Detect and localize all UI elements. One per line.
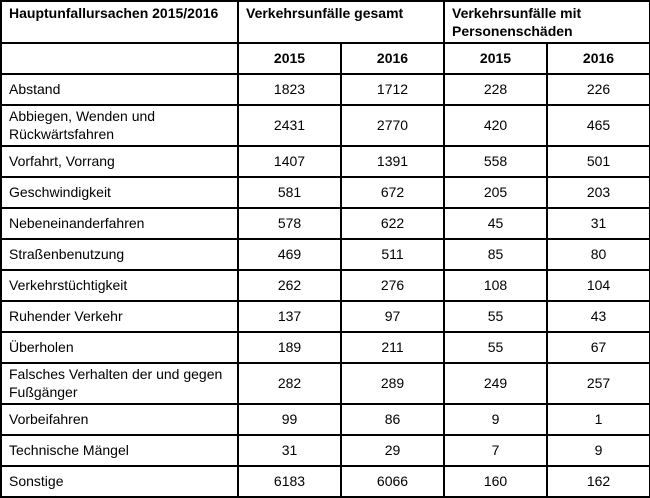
year-header-total-2016: 2016 [340,42,445,75]
cell-value: 581 [237,176,342,209]
cell-value: 67 [546,331,650,364]
cell-value: 578 [237,207,342,240]
cell-value: 511 [340,238,445,271]
cell-value: 6183 [237,465,342,498]
cell-value: 257 [546,362,650,405]
row-label: Straßenbenutzung [0,238,239,271]
cell-value: 137 [237,300,342,333]
cell-value: 420 [443,104,548,147]
cell-value: 55 [443,300,548,333]
cell-value: 558 [443,145,548,178]
cell-value: 160 [443,465,548,498]
cell-value: 469 [237,238,342,271]
row-label: Überholen [0,331,239,364]
cell-value: 1823 [237,73,342,106]
cell-value: 205 [443,176,548,209]
cell-value: 2431 [237,104,342,147]
table-body: Abstand 1823 1712 228 226 Abbiegen, Wenden un… [0,73,650,498]
cell-value: 211 [340,331,445,364]
row-label: Technische Mängel [0,434,239,467]
cell-value: 228 [443,73,548,106]
cell-value: 262 [237,269,342,302]
row-label: Vorbeifahren [0,403,239,436]
group-header-total-accidents: Verkehrsunfälle gesamt [237,0,445,44]
cell-value: 1391 [340,145,445,178]
cell-value: 276 [340,269,445,302]
table-row: Sonstige 6183 6066 160 162 [0,465,650,498]
row-label: Vorfahrt, Vorrang [0,145,239,178]
table-row: Verkehrstüchtigkeit 262 276 108 104 [0,269,650,302]
cell-value: 9 [443,403,548,436]
cell-value: 108 [443,269,548,302]
cell-value: 104 [546,269,650,302]
table-row: Falsches Verhalten der und gegen Fußgäng… [0,362,650,405]
cell-value: 289 [340,362,445,405]
row-label: Sonstige [0,465,239,498]
cell-value: 45 [443,207,548,240]
table-row: Abbiegen, Wenden und Rückwärtsfahren 2431… [0,104,650,147]
cell-value: 1712 [340,73,445,106]
cell-value: 29 [340,434,445,467]
group-header-accidents-with-injuries: Verkehrsunfälle mit Personenschäden [443,0,650,44]
empty-header-cell [0,42,239,75]
corner-header: Hauptunfallursachen 2015/2016 [0,0,239,44]
row-label: Geschwindigkeit [0,176,239,209]
cell-value: 43 [546,300,650,333]
table-row: Straßenbenutzung 469 511 85 80 [0,238,650,271]
header-row-groups: Hauptunfallursachen 2015/2016 Verkehrsun… [0,0,650,44]
table-row: Ruhender Verkehr 137 97 55 43 [0,300,650,333]
cell-value: 97 [340,300,445,333]
year-header-injuries-2016: 2016 [546,42,650,75]
cell-value: 282 [237,362,342,405]
table-row: Vorbeifahren 99 86 9 1 [0,403,650,436]
cell-value: 9 [546,434,650,467]
cell-value: 55 [443,331,548,364]
row-label: Verkehrstüchtigkeit [0,269,239,302]
cell-value: 7 [443,434,548,467]
cell-value: 2770 [340,104,445,147]
row-label: Ruhender Verkehr [0,300,239,333]
cell-value: 86 [340,403,445,436]
table-row: Vorfahrt, Vorrang 1407 1391 558 501 [0,145,650,178]
row-label: Abstand [0,73,239,106]
cell-value: 80 [546,238,650,271]
cell-value: 162 [546,465,650,498]
cell-value: 31 [237,434,342,467]
cell-value: 501 [546,145,650,178]
cell-value: 465 [546,104,650,147]
table-row: Überholen 189 211 55 67 [0,331,650,364]
table-row: Geschwindigkeit 581 672 205 203 [0,176,650,209]
cell-value: 203 [546,176,650,209]
cell-value: 189 [237,331,342,364]
cell-value: 85 [443,238,548,271]
row-label: Falsches Verhalten der und gegen Fußgäng… [0,362,239,405]
year-header-injuries-2015: 2015 [443,42,548,75]
cell-value: 226 [546,73,650,106]
cell-value: 31 [546,207,650,240]
row-label: Abbiegen, Wenden und Rückwärtsfahren [0,104,239,147]
cell-value: 6066 [340,465,445,498]
table-row: Technische Mängel 31 29 7 9 [0,434,650,467]
table-row: Nebeneinanderfahren 578 622 45 31 [0,207,650,240]
cell-value: 1 [546,403,650,436]
cell-value: 622 [340,207,445,240]
cell-value: 99 [237,403,342,436]
cell-value: 1407 [237,145,342,178]
table-row: Abstand 1823 1712 228 226 [0,73,650,106]
cell-value: 672 [340,176,445,209]
header-row-years: 2015 2016 2015 2016 [0,42,650,75]
cell-value: 249 [443,362,548,405]
row-label: Nebeneinanderfahren [0,207,239,240]
year-header-total-2015: 2015 [237,42,342,75]
